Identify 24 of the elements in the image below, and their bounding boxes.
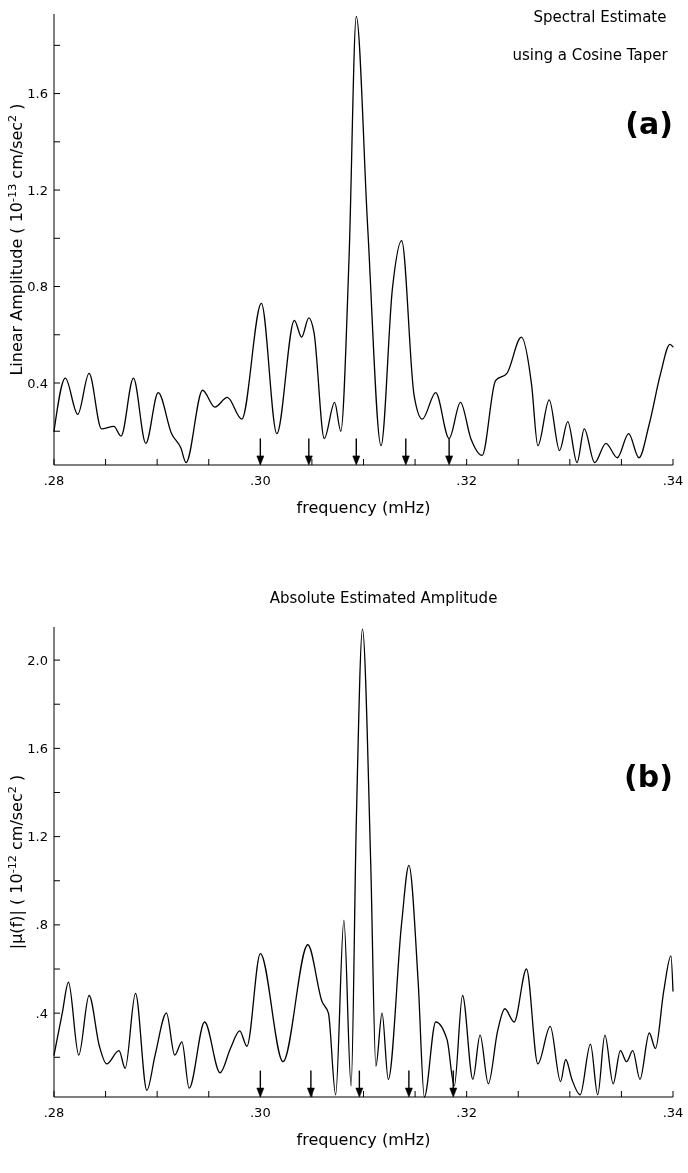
y-tick-label: 0.8 (27, 279, 48, 295)
annotation: (a) (625, 106, 673, 141)
y-tick-label: 1.2 (27, 829, 48, 845)
x-tick-label: .32 (456, 473, 478, 488)
x-tick-label: .30 (249, 1105, 271, 1120)
y-tick-label: .8 (35, 917, 48, 933)
x-tick-label: .32 (456, 1105, 478, 1120)
annotation: (b) (624, 759, 673, 794)
x-tick-label: .28 (43, 1105, 65, 1120)
chart-title: Spectral Estimate (533, 8, 667, 26)
x-tick-label: .30 (249, 473, 271, 488)
chart-title: Absolute Estimated Amplitude (269, 589, 498, 607)
x-axis-title: frequency (mHz) (296, 1130, 431, 1149)
y-tick-label: 1.2 (27, 182, 48, 198)
x-tick-label: .28 (43, 473, 65, 488)
y-tick-label: 1.6 (27, 86, 48, 102)
x-axis-title: frequency (mHz) (296, 498, 431, 517)
y-tick-label: 1.6 (27, 740, 48, 756)
text: using a Cosine Taper (512, 46, 669, 64)
x-tick-label: .34 (662, 1105, 684, 1120)
x-tick-label: .34 (662, 473, 684, 488)
y-tick-label: 2.0 (27, 652, 48, 668)
y-tick-label: .4 (35, 1005, 48, 1021)
y-tick-label: 0.4 (27, 375, 48, 391)
